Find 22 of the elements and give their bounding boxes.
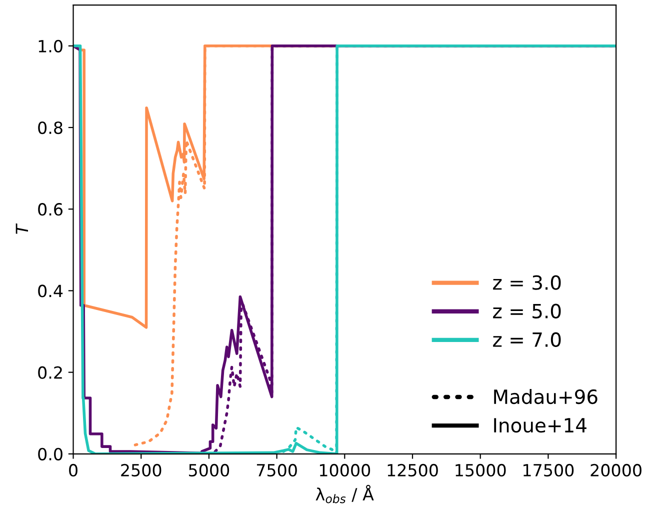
legend-label: Inoue+14 <box>494 418 586 433</box>
x-tick-label: 2500 <box>121 464 162 477</box>
x-tick-label: 17500 <box>524 464 574 477</box>
x-tick-label: 20000 <box>590 464 642 477</box>
y-tick-label: 0.2 <box>38 366 62 379</box>
y-tick-label: 0.6 <box>38 203 62 216</box>
legend-label: z = 7.0 <box>493 332 561 348</box>
legend-label: z = 3.0 <box>493 275 561 290</box>
y-tick-label: 0.4 <box>38 284 63 298</box>
x-tick-label: 15000 <box>456 464 506 477</box>
x-tick-label: 12500 <box>388 464 438 477</box>
x-tick-label: 0 <box>69 464 78 477</box>
y-tick-label: 0.0 <box>38 448 62 460</box>
legend-label: Madau+96 <box>494 389 598 404</box>
x-tick-label: 7500 <box>256 464 297 477</box>
x-axis-title: λ$_{obs}$ / Å <box>316 484 374 504</box>
x-tick-label: 10000 <box>320 464 370 477</box>
y-tick-label: 1.0 <box>38 40 62 52</box>
x-tick-label: 5000 <box>189 464 230 477</box>
y-axis-title: T <box>16 223 28 234</box>
y-tick-label: 0.8 <box>38 121 62 134</box>
legend-label: z = 5.0 <box>493 304 561 318</box>
